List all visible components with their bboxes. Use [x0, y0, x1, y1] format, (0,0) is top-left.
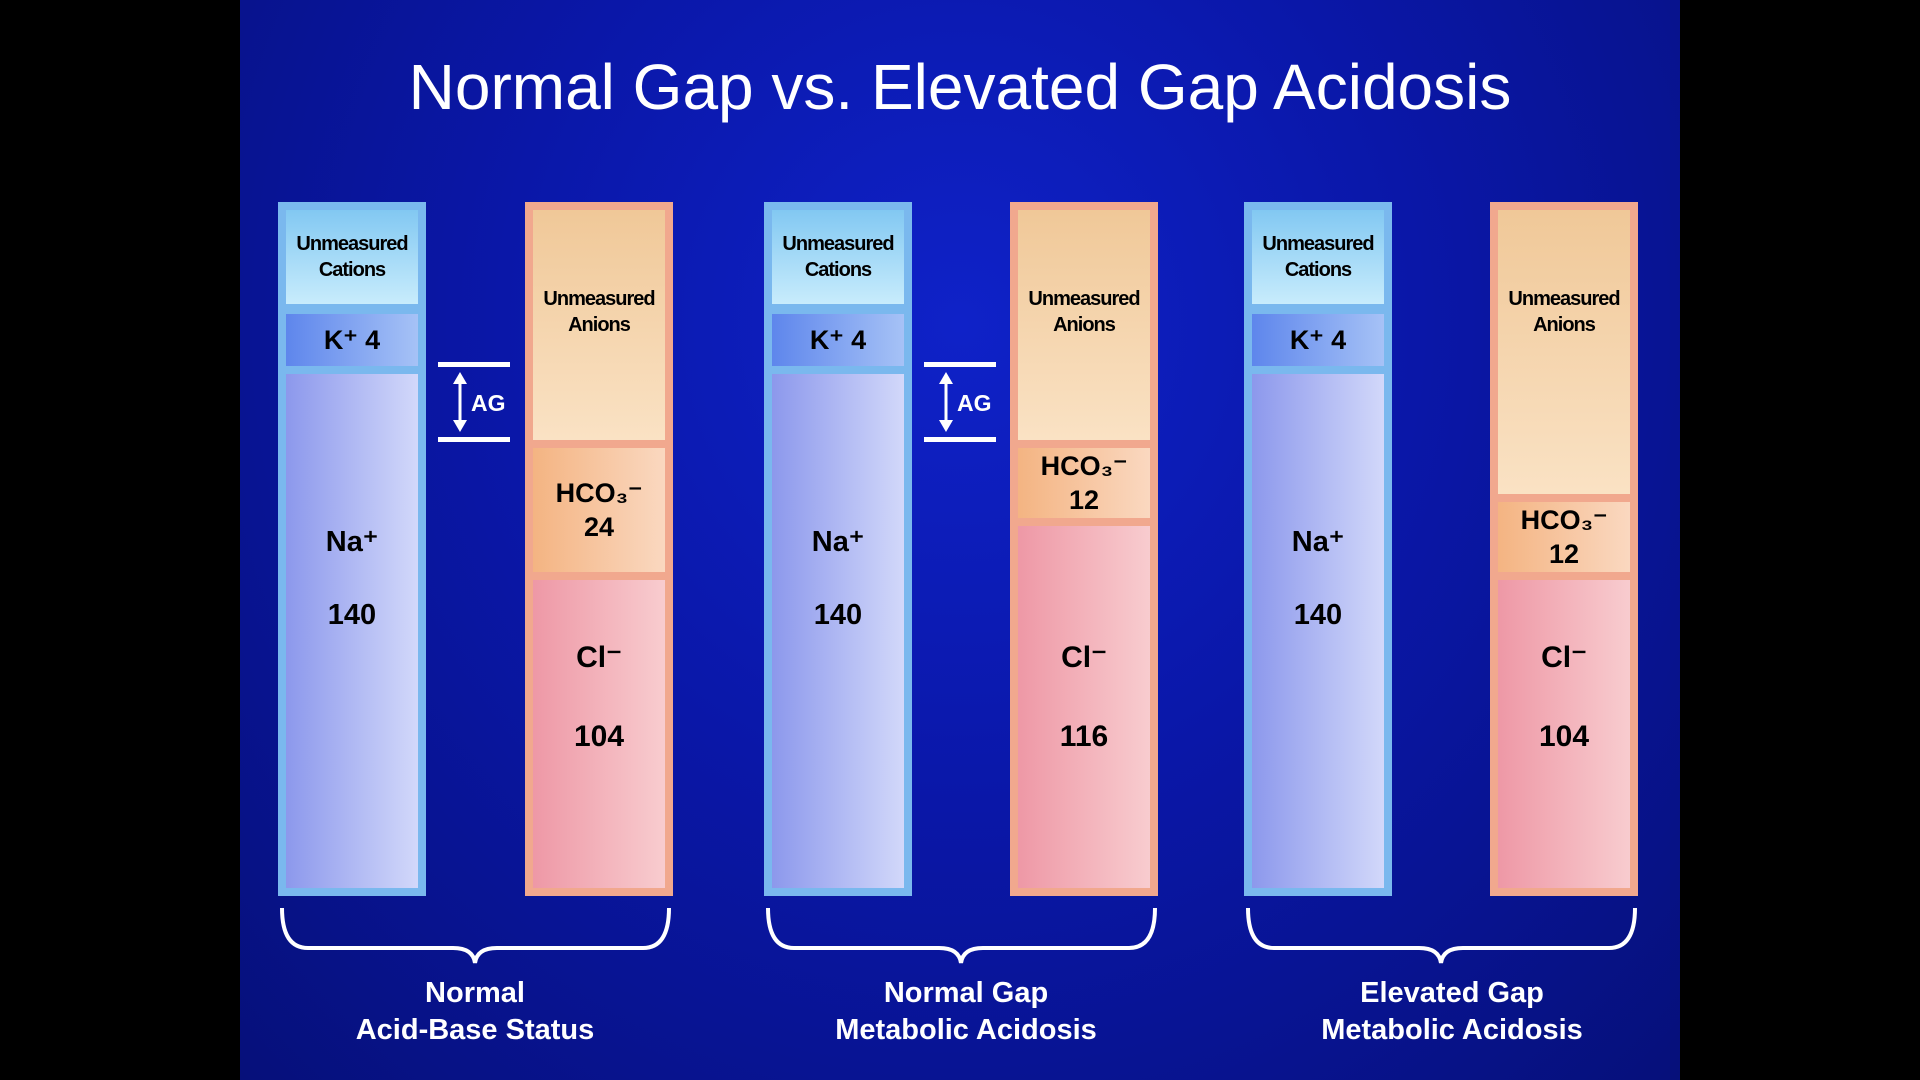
potassium-segment: K⁺ 4: [1252, 314, 1384, 366]
sodium-label: Na⁺: [811, 526, 865, 558]
group-label-line2: Metabolic Acidosis: [1321, 1014, 1583, 1046]
unmeasured-cations-line1: Unmeasured: [296, 233, 408, 255]
group-label-elevated-gap: Elevated Gap Metabolic Acidosis: [1252, 975, 1652, 1049]
cation-column-normal: Unmeasured Cations K⁺ 4 Na⁺ 140: [278, 202, 426, 896]
bicarbonate-value: 24: [583, 512, 615, 542]
unmeasured-anions-line2: Anions: [1053, 314, 1116, 336]
unmeasured-anions-line2: Anions: [568, 314, 631, 336]
bicarbonate-segment: HCO₃⁻ 12: [1498, 502, 1630, 572]
group-brace-normal-gap: [766, 908, 1157, 964]
chloride-label: Cl⁻: [576, 641, 622, 674]
unmeasured-cations: Unmeasured Cations: [1252, 210, 1384, 304]
potassium-label: K⁺ 4: [1289, 324, 1347, 355]
unmeasured-anions: Unmeasured Anions: [1018, 210, 1150, 440]
sodium-value: 140: [813, 599, 863, 631]
group-label-line2: Acid-Base Status: [355, 1014, 595, 1046]
anion-column-normal: Unmeasured Anions HCO₃⁻ 24 Cl⁻ 104: [525, 202, 673, 896]
group-label-line2: Metabolic Acidosis: [835, 1014, 1097, 1046]
sodium-segment: Na⁺ 140: [772, 374, 904, 888]
bicarbonate-segment: HCO₃⁻ 24: [533, 448, 665, 572]
group-label-normal: Normal Acid-Base Status: [275, 975, 675, 1049]
unmeasured-cations-line2: Cations: [318, 259, 386, 281]
unmeasured-anions-line1: Unmeasured: [1028, 288, 1140, 310]
anion-column-elevated-gap: Unmeasured Anions HCO₃⁻ 12 Cl⁻ 104: [1490, 202, 1638, 896]
bicarbonate-segment: HCO₃⁻ 12: [1018, 448, 1150, 518]
potassium-segment: K⁺ 4: [772, 314, 904, 366]
anion-gap-marker-normal: AG: [438, 362, 514, 442]
unmeasured-cations-line1: Unmeasured: [1262, 233, 1374, 255]
chloride-label: Cl⁻: [1061, 641, 1107, 674]
group-label-line1: Normal Gap: [883, 977, 1049, 1009]
bicarbonate-label: HCO₃⁻: [1040, 451, 1128, 481]
chloride-value: 116: [1059, 720, 1109, 753]
sodium-label: Na⁺: [325, 526, 379, 558]
bicarbonate-value: 12: [1068, 485, 1100, 515]
ag-top-line: [438, 362, 510, 367]
unmeasured-anions-line1: Unmeasured: [1508, 288, 1620, 310]
double-arrow-icon: [453, 372, 467, 432]
chloride-label: Cl⁻: [1541, 641, 1587, 674]
sodium-segment: Na⁺ 140: [1252, 374, 1384, 888]
anion-column-normal-gap: Unmeasured Anions HCO₃⁻ 12 Cl⁻ 116: [1010, 202, 1158, 896]
potassium-label: K⁺ 4: [809, 324, 867, 355]
group-label-line1: Elevated Gap: [1360, 977, 1544, 1009]
potassium-label: K⁺ 4: [323, 324, 381, 355]
unmeasured-anions-line1: Unmeasured: [543, 288, 655, 310]
double-arrow-icon: [939, 372, 953, 432]
sodium-label: Na⁺: [1291, 526, 1345, 558]
ag-top-line: [924, 362, 996, 367]
group-label-line1: Normal: [425, 977, 525, 1009]
chloride-segment: Cl⁻ 116: [1018, 526, 1150, 888]
bicarbonate-value: 12: [1548, 539, 1580, 569]
group-label-normal-gap: Normal Gap Metabolic Acidosis: [766, 975, 1166, 1049]
unmeasured-cations-line2: Cations: [804, 259, 872, 281]
bicarbonate-label: HCO₃⁻: [1520, 505, 1608, 535]
sodium-value: 140: [1293, 599, 1343, 631]
anion-gap-marker-normal-gap: AG: [924, 362, 1000, 442]
unmeasured-anions: Unmeasured Anions: [533, 210, 665, 440]
sodium-value: 140: [327, 599, 377, 631]
slide: Normal Gap vs. Elevated Gap Acidosis Unm…: [240, 0, 1680, 1080]
chloride-value: 104: [573, 720, 625, 753]
ag-bottom-line: [438, 437, 510, 442]
unmeasured-cations: Unmeasured Cations: [772, 210, 904, 304]
unmeasured-cations-line2: Cations: [1284, 259, 1352, 281]
unmeasured-cations: Unmeasured Cations: [286, 210, 418, 304]
potassium-segment: K⁺ 4: [286, 314, 418, 366]
ag-label: AG: [957, 390, 992, 416]
chloride-segment: Cl⁻ 104: [533, 580, 665, 888]
cation-column-normal-gap: Unmeasured Cations K⁺ 4 Na⁺ 140: [764, 202, 912, 896]
sodium-segment: Na⁺ 140: [286, 374, 418, 888]
chloride-value: 104: [1538, 720, 1590, 753]
bicarbonate-label: HCO₃⁻: [555, 478, 643, 508]
group-brace-elevated-gap: [1246, 908, 1637, 964]
group-brace-normal: [280, 908, 671, 964]
ag-label: AG: [471, 390, 506, 416]
unmeasured-anions: Unmeasured Anions: [1498, 210, 1630, 494]
unmeasured-cations-line1: Unmeasured: [782, 233, 894, 255]
unmeasured-anions-line2: Anions: [1533, 314, 1596, 336]
chloride-segment: Cl⁻ 104: [1498, 580, 1630, 888]
ag-bottom-line: [924, 437, 996, 442]
slide-title: Normal Gap vs. Elevated Gap Acidosis: [408, 51, 1512, 123]
cation-column-elevated-gap: Unmeasured Cations K⁺ 4 Na⁺ 140: [1244, 202, 1392, 896]
